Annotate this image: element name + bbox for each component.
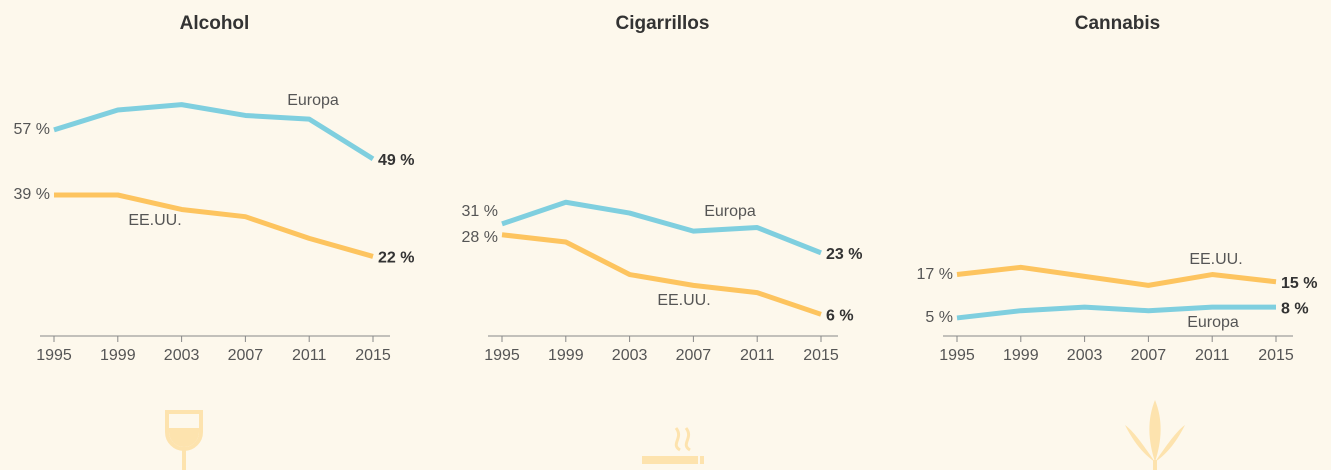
x-tick-label: 2007 <box>1131 347 1167 364</box>
value-label: 39 % <box>14 186 50 203</box>
wine-icon <box>165 410 203 470</box>
x-tick-label: 2011 <box>292 347 327 364</box>
x-tick-label: 1999 <box>100 347 136 364</box>
line <box>956 264 1277 288</box>
series-label: Europa <box>287 92 339 109</box>
x-tick-label: 2015 <box>355 347 391 364</box>
x-tick-label: 2007 <box>676 347 712 364</box>
value-label: 8 % <box>1281 300 1309 317</box>
value-label: 6 % <box>826 308 854 325</box>
chart-title: Cannabis <box>1075 13 1161 34</box>
value-label: 28 % <box>462 229 498 246</box>
series-label: Europa <box>704 203 756 220</box>
x-tick-label: 1995 <box>36 347 72 364</box>
value-label: 31 % <box>462 203 498 220</box>
x-tick-label: 2007 <box>228 347 264 364</box>
value-label: 5 % <box>925 309 953 326</box>
x-tick-label: 1999 <box>548 347 584 364</box>
line <box>54 192 374 259</box>
x-tick-label: 1999 <box>1003 347 1039 364</box>
series-label: EE.UU. <box>128 212 181 229</box>
value-label: 49 % <box>378 152 414 169</box>
value-label: 17 % <box>917 266 953 283</box>
x-tick-label: 2011 <box>1195 347 1230 364</box>
cigarette-icon <box>642 427 704 464</box>
line <box>956 304 1276 321</box>
x-tick-label: 2015 <box>1258 347 1294 364</box>
leaf-icon <box>1125 400 1185 470</box>
value-label: 22 % <box>378 250 414 267</box>
value-label: 15 % <box>1281 275 1317 292</box>
series-label: EE.UU. <box>657 292 710 309</box>
x-tick-label: 2003 <box>164 347 200 364</box>
chart-title: Cigarrillos <box>616 13 710 34</box>
value-label: 57 % <box>14 121 50 138</box>
line <box>501 199 822 256</box>
x-tick-label: 2011 <box>740 347 775 364</box>
line <box>53 102 375 161</box>
x-tick-label: 2003 <box>612 347 648 364</box>
series-label: EE.UU. <box>1189 251 1242 268</box>
x-tick-label: 2003 <box>1067 347 1103 364</box>
series-label: Europa <box>1187 314 1239 331</box>
x-tick-label: 2015 <box>803 347 839 364</box>
x-tick-label: 1995 <box>484 347 520 364</box>
x-tick-label: 1995 <box>939 347 975 364</box>
line <box>501 232 822 317</box>
chart-title: Alcohol <box>180 13 250 34</box>
value-label: 23 % <box>826 246 862 263</box>
